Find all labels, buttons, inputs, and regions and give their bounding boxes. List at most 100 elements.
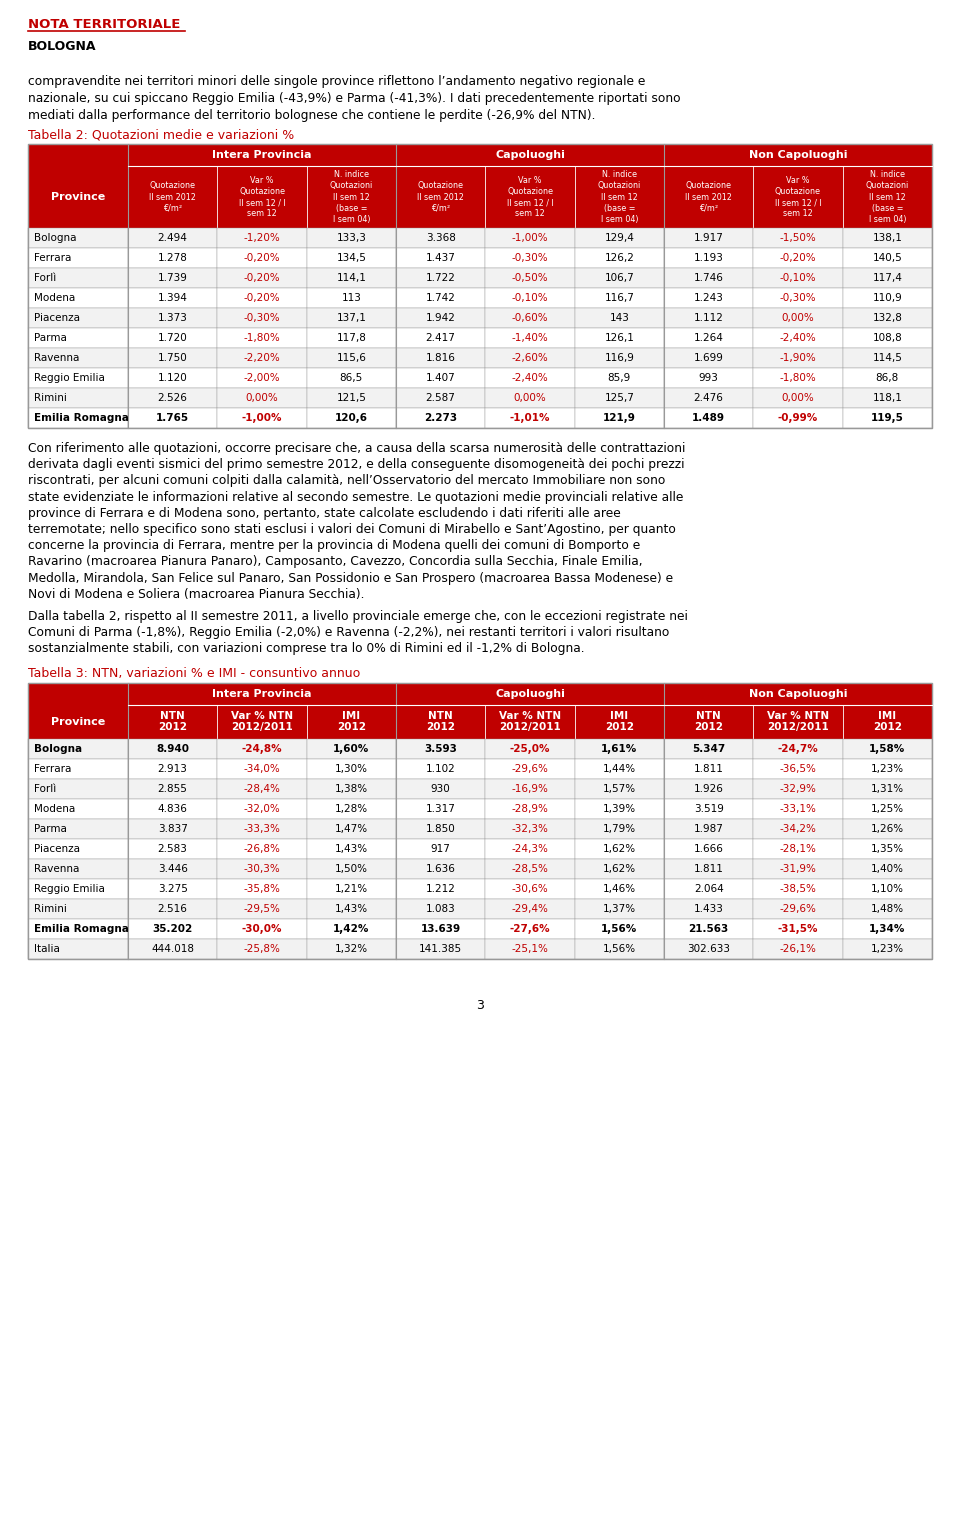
Text: 1,37%: 1,37% bbox=[603, 903, 636, 914]
Text: Var % NTN
2012/2011: Var % NTN 2012/2011 bbox=[767, 711, 829, 733]
Text: 1.120: 1.120 bbox=[157, 372, 187, 383]
Bar bbox=[306, 839, 396, 859]
Text: 137,1: 137,1 bbox=[336, 313, 367, 324]
Text: -35,8%: -35,8% bbox=[244, 883, 280, 894]
Bar bbox=[664, 407, 754, 429]
Text: Modena: Modena bbox=[34, 293, 75, 302]
Bar bbox=[128, 228, 217, 248]
Text: 2.494: 2.494 bbox=[157, 233, 187, 243]
Text: Bologna: Bologna bbox=[34, 233, 77, 243]
Bar bbox=[486, 705, 575, 739]
Text: -24,7%: -24,7% bbox=[778, 743, 818, 754]
Bar bbox=[128, 268, 217, 287]
Text: 1,47%: 1,47% bbox=[335, 824, 368, 833]
Bar bbox=[128, 798, 217, 819]
Text: Intera Provincia: Intera Provincia bbox=[212, 150, 312, 160]
Bar bbox=[575, 819, 664, 839]
Text: 1.720: 1.720 bbox=[157, 333, 187, 344]
Bar bbox=[396, 859, 486, 879]
Bar bbox=[486, 778, 575, 798]
Bar bbox=[575, 228, 664, 248]
Bar bbox=[28, 287, 128, 309]
Bar bbox=[396, 287, 486, 309]
Bar bbox=[575, 388, 664, 407]
Bar bbox=[128, 348, 217, 368]
Text: 132,8: 132,8 bbox=[873, 313, 902, 324]
Bar bbox=[664, 682, 932, 705]
Bar bbox=[396, 248, 486, 268]
Text: 3.275: 3.275 bbox=[157, 883, 187, 894]
Text: 1,79%: 1,79% bbox=[603, 824, 636, 833]
Bar bbox=[664, 705, 754, 739]
Bar bbox=[754, 839, 843, 859]
Bar bbox=[486, 798, 575, 819]
Text: -28,1%: -28,1% bbox=[780, 844, 816, 854]
Text: 117,4: 117,4 bbox=[873, 274, 902, 283]
Text: 0,00%: 0,00% bbox=[246, 394, 278, 403]
Text: 129,4: 129,4 bbox=[605, 233, 635, 243]
Text: 114,5: 114,5 bbox=[873, 353, 902, 363]
Bar bbox=[575, 705, 664, 739]
Bar bbox=[486, 309, 575, 328]
Text: 1,42%: 1,42% bbox=[333, 924, 370, 933]
Bar bbox=[396, 778, 486, 798]
Text: -24,3%: -24,3% bbox=[512, 844, 548, 854]
Text: -0,10%: -0,10% bbox=[780, 274, 816, 283]
Bar bbox=[217, 287, 306, 309]
Bar bbox=[128, 248, 217, 268]
Bar bbox=[664, 228, 754, 248]
Bar bbox=[306, 798, 396, 819]
Bar bbox=[128, 705, 217, 739]
Text: 1,60%: 1,60% bbox=[333, 743, 370, 754]
Text: 116,9: 116,9 bbox=[605, 353, 635, 363]
Text: -30,3%: -30,3% bbox=[244, 863, 280, 874]
Bar bbox=[28, 144, 128, 228]
Bar bbox=[575, 287, 664, 309]
Text: -1,80%: -1,80% bbox=[780, 372, 816, 383]
Text: 1,31%: 1,31% bbox=[871, 784, 904, 793]
Text: 2.855: 2.855 bbox=[157, 784, 187, 793]
Text: -28,9%: -28,9% bbox=[512, 804, 548, 813]
Text: -34,0%: -34,0% bbox=[244, 763, 280, 774]
Text: 1.739: 1.739 bbox=[157, 274, 187, 283]
Bar bbox=[486, 287, 575, 309]
Bar bbox=[128, 368, 217, 388]
Bar bbox=[486, 368, 575, 388]
Bar bbox=[664, 328, 754, 348]
Text: Var % NTN
2012/2011: Var % NTN 2012/2011 bbox=[499, 711, 561, 733]
Bar bbox=[486, 388, 575, 407]
Bar bbox=[217, 705, 306, 739]
Bar bbox=[486, 348, 575, 368]
Text: 3.446: 3.446 bbox=[157, 863, 187, 874]
Text: Rimini: Rimini bbox=[34, 394, 67, 403]
Text: 141.385: 141.385 bbox=[420, 944, 462, 953]
Bar bbox=[664, 839, 754, 859]
Bar bbox=[486, 248, 575, 268]
Text: 125,7: 125,7 bbox=[605, 394, 635, 403]
Text: 134,5: 134,5 bbox=[336, 252, 367, 263]
Text: 1.433: 1.433 bbox=[694, 903, 724, 914]
Text: Tabella 3: NTN, variazioni % e IMI - consuntivo annuo: Tabella 3: NTN, variazioni % e IMI - con… bbox=[28, 667, 360, 679]
Text: Ravarino (macroarea Pianura Panaro), Camposanto, Cavezzo, Concordia sulla Secchi: Ravarino (macroarea Pianura Panaro), Cam… bbox=[28, 555, 642, 568]
Bar bbox=[28, 778, 128, 798]
Bar bbox=[28, 682, 932, 959]
Text: -1,00%: -1,00% bbox=[242, 413, 282, 423]
Text: N. indice
Quotazioni
II sem 12
(base =
I sem 04): N. indice Quotazioni II sem 12 (base = I… bbox=[329, 170, 372, 223]
Text: 444.018: 444.018 bbox=[151, 944, 194, 953]
Bar bbox=[754, 368, 843, 388]
Bar bbox=[306, 268, 396, 287]
Text: -0,60%: -0,60% bbox=[512, 313, 548, 324]
Text: 1,23%: 1,23% bbox=[871, 944, 904, 953]
Text: -2,00%: -2,00% bbox=[244, 372, 280, 383]
Text: NTN
2012: NTN 2012 bbox=[694, 711, 723, 733]
Text: -0,30%: -0,30% bbox=[512, 252, 548, 263]
Bar bbox=[486, 918, 575, 939]
Bar bbox=[843, 819, 932, 839]
Bar bbox=[486, 328, 575, 348]
Text: 126,1: 126,1 bbox=[605, 333, 635, 344]
Text: -0,50%: -0,50% bbox=[512, 274, 548, 283]
Text: 1.987: 1.987 bbox=[694, 824, 724, 833]
Bar bbox=[128, 898, 217, 918]
Bar bbox=[396, 228, 486, 248]
Text: 2.417: 2.417 bbox=[425, 333, 456, 344]
